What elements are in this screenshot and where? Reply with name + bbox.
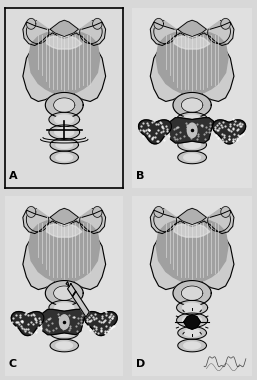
Circle shape [187, 123, 197, 138]
Polygon shape [50, 339, 78, 352]
Polygon shape [174, 225, 210, 237]
Polygon shape [50, 326, 78, 339]
Polygon shape [54, 286, 75, 300]
Polygon shape [181, 286, 203, 300]
Polygon shape [23, 22, 64, 46]
Polygon shape [150, 210, 192, 234]
Polygon shape [50, 151, 78, 164]
Polygon shape [150, 36, 192, 101]
Polygon shape [50, 138, 78, 151]
Polygon shape [184, 315, 200, 329]
Polygon shape [184, 342, 200, 349]
Polygon shape [182, 316, 202, 325]
Polygon shape [29, 33, 100, 94]
Polygon shape [64, 210, 106, 234]
Polygon shape [55, 128, 74, 137]
Polygon shape [23, 210, 64, 234]
Polygon shape [182, 115, 202, 124]
Polygon shape [64, 225, 106, 290]
Polygon shape [45, 280, 83, 306]
Polygon shape [66, 282, 69, 287]
Polygon shape [85, 312, 117, 336]
Polygon shape [181, 98, 203, 112]
Polygon shape [173, 280, 211, 306]
Polygon shape [54, 98, 75, 112]
Polygon shape [80, 209, 102, 232]
Polygon shape [154, 21, 177, 44]
Polygon shape [178, 138, 206, 151]
Polygon shape [64, 36, 106, 101]
Polygon shape [49, 301, 80, 315]
Polygon shape [50, 208, 78, 225]
Polygon shape [221, 207, 230, 217]
Polygon shape [184, 154, 200, 161]
Polygon shape [154, 207, 163, 217]
Polygon shape [47, 36, 82, 49]
Polygon shape [192, 22, 234, 46]
Polygon shape [184, 329, 200, 336]
Text: D: D [136, 359, 145, 369]
Polygon shape [192, 210, 234, 234]
Polygon shape [26, 19, 36, 29]
Polygon shape [26, 207, 36, 217]
Polygon shape [11, 312, 44, 336]
Polygon shape [26, 21, 49, 44]
Polygon shape [178, 208, 206, 225]
Polygon shape [178, 339, 206, 352]
Polygon shape [64, 22, 106, 46]
Polygon shape [154, 19, 163, 29]
Polygon shape [56, 141, 72, 148]
Polygon shape [192, 36, 234, 101]
Polygon shape [178, 20, 206, 36]
Polygon shape [93, 19, 102, 29]
Polygon shape [156, 33, 228, 94]
Polygon shape [171, 118, 214, 143]
Polygon shape [221, 19, 230, 29]
Polygon shape [139, 120, 171, 144]
Text: C: C [9, 359, 17, 369]
Polygon shape [56, 342, 72, 349]
Polygon shape [178, 326, 206, 339]
Polygon shape [178, 151, 206, 164]
Polygon shape [56, 329, 72, 336]
Polygon shape [182, 128, 202, 137]
Polygon shape [177, 313, 208, 328]
Polygon shape [68, 284, 89, 317]
Polygon shape [174, 36, 210, 49]
Polygon shape [208, 21, 231, 44]
Polygon shape [55, 115, 74, 124]
Polygon shape [56, 154, 72, 161]
Polygon shape [208, 209, 231, 232]
Polygon shape [177, 125, 208, 139]
Polygon shape [150, 225, 192, 290]
Polygon shape [55, 316, 74, 325]
Polygon shape [50, 20, 78, 36]
Polygon shape [23, 225, 64, 290]
Polygon shape [47, 225, 82, 237]
Polygon shape [177, 112, 208, 127]
Polygon shape [29, 221, 100, 282]
Polygon shape [213, 120, 246, 144]
Polygon shape [156, 221, 228, 282]
Polygon shape [55, 303, 74, 312]
Polygon shape [49, 313, 80, 328]
Polygon shape [43, 309, 86, 335]
Polygon shape [49, 112, 80, 127]
Polygon shape [192, 225, 234, 290]
Polygon shape [150, 22, 192, 46]
Polygon shape [26, 209, 49, 232]
Polygon shape [177, 301, 208, 315]
Polygon shape [154, 209, 177, 232]
Text: A: A [9, 171, 17, 181]
Polygon shape [80, 21, 102, 44]
Polygon shape [45, 92, 83, 118]
Polygon shape [182, 303, 202, 312]
Circle shape [60, 315, 69, 329]
Text: B: B [136, 171, 144, 181]
Polygon shape [93, 207, 102, 217]
Polygon shape [184, 141, 200, 148]
Polygon shape [23, 36, 64, 101]
Polygon shape [49, 125, 80, 139]
Polygon shape [173, 92, 211, 118]
